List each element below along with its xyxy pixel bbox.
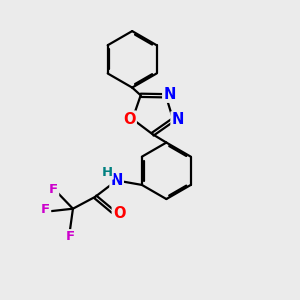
Text: N: N bbox=[163, 87, 176, 102]
Text: F: F bbox=[41, 203, 50, 216]
Text: H: H bbox=[102, 166, 113, 178]
Text: O: O bbox=[123, 112, 136, 127]
Text: F: F bbox=[65, 230, 74, 243]
Text: O: O bbox=[113, 206, 125, 221]
Text: N: N bbox=[172, 112, 184, 127]
Text: F: F bbox=[49, 183, 58, 196]
Text: N: N bbox=[110, 173, 123, 188]
